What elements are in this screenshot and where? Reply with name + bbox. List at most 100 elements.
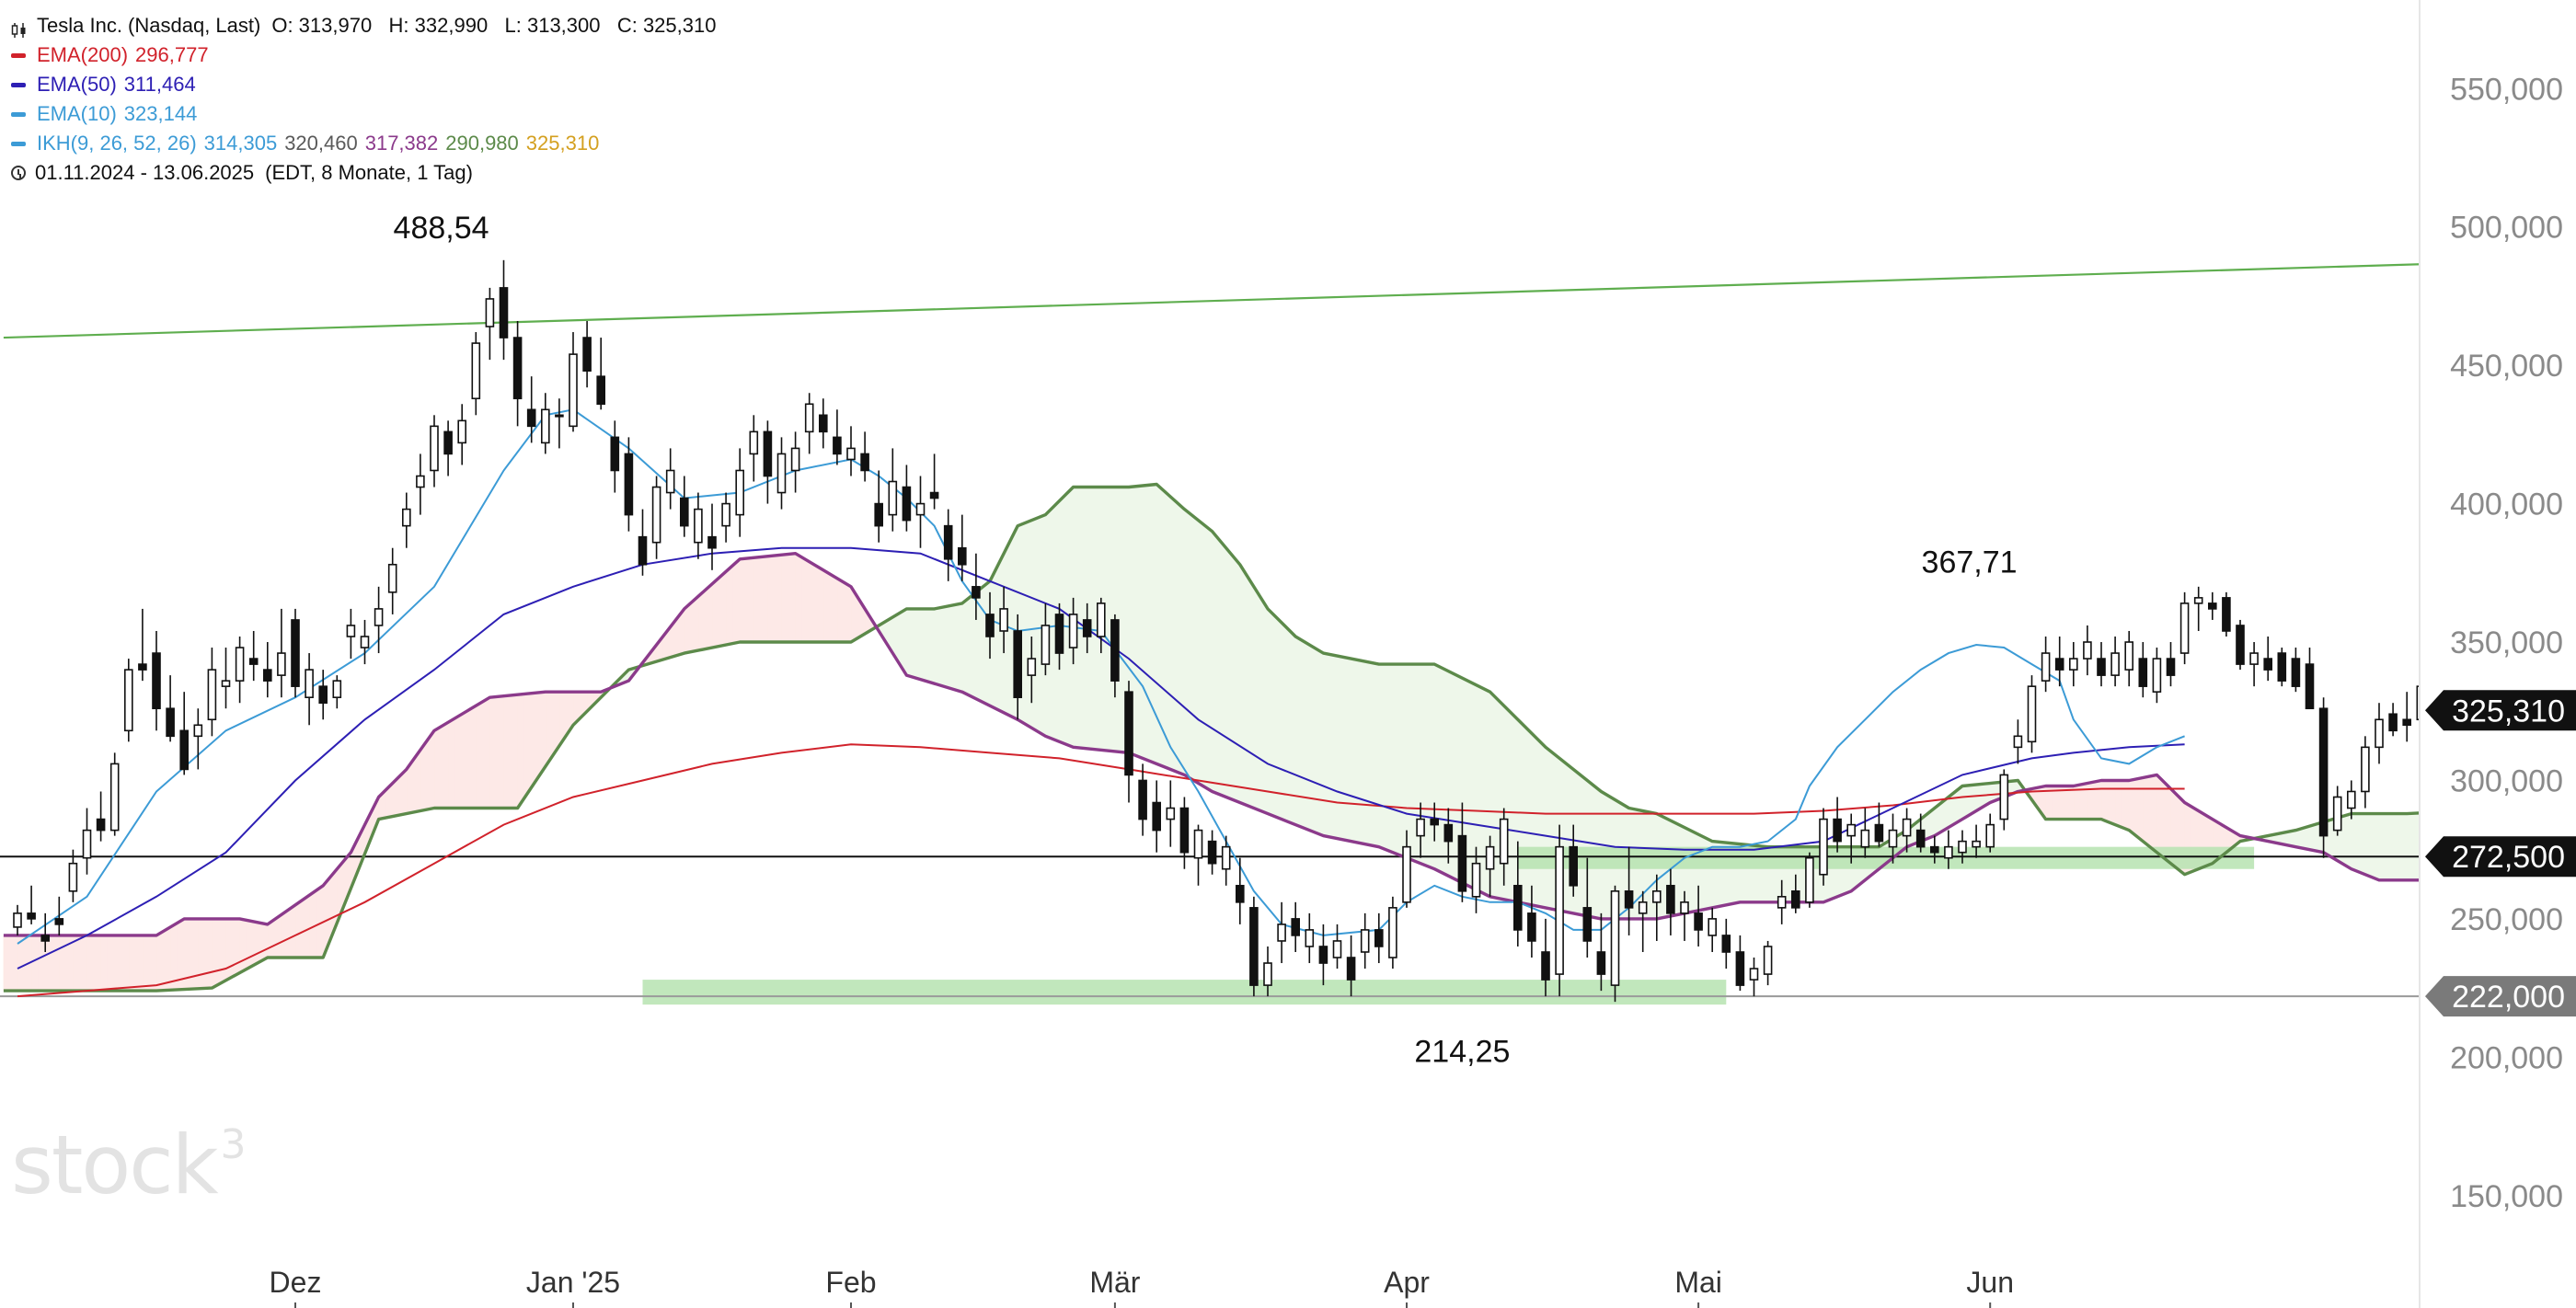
price-label-tag[interactable]: 325,310 <box>2425 690 2576 731</box>
candle[interactable] <box>776 437 787 510</box>
candle[interactable] <box>694 492 703 559</box>
candle[interactable] <box>1874 802 1884 847</box>
ichimoku-span-a-line[interactable] <box>3 482 2463 992</box>
candle[interactable] <box>2138 642 2148 698</box>
candle[interactable] <box>1499 808 1509 886</box>
candle[interactable] <box>2277 648 2287 687</box>
candle[interactable] <box>1833 797 1842 853</box>
candle[interactable] <box>1694 885 1703 947</box>
candle[interactable] <box>1124 681 1133 803</box>
candle[interactable] <box>2347 780 2356 820</box>
candles[interactable] <box>13 259 2467 1003</box>
candle[interactable] <box>846 426 856 476</box>
candle[interactable] <box>1805 852 1814 908</box>
candle[interactable] <box>638 509 648 576</box>
candle[interactable] <box>248 630 259 682</box>
candle[interactable] <box>915 476 926 548</box>
candle[interactable] <box>1360 912 1370 970</box>
candle[interactable] <box>277 608 286 698</box>
legend-ema50[interactable]: EMA(50) 311,464 <box>11 70 716 99</box>
candle[interactable] <box>1527 885 1536 958</box>
candle[interactable] <box>526 376 536 443</box>
candle[interactable] <box>179 692 189 775</box>
candle[interactable] <box>1068 597 1078 665</box>
resistance-trend-line[interactable] <box>3 261 2463 339</box>
candle[interactable] <box>346 608 356 660</box>
candle[interactable] <box>1930 835 1939 864</box>
candle[interactable] <box>416 453 425 515</box>
candle[interactable] <box>2124 630 2133 687</box>
candle[interactable] <box>763 420 773 504</box>
candle[interactable] <box>665 448 675 510</box>
candle[interactable] <box>387 547 397 614</box>
candle[interactable] <box>1332 924 1342 970</box>
candle[interactable] <box>332 675 342 709</box>
candle[interactable] <box>1152 780 1161 853</box>
legend-ema200[interactable]: EMA(200) 296,777 <box>11 40 716 70</box>
candle[interactable] <box>2402 692 2411 742</box>
candle[interactable] <box>569 332 578 432</box>
candle[interactable] <box>1541 918 1550 997</box>
candle[interactable] <box>235 637 245 704</box>
candle[interactable] <box>152 630 161 731</box>
candle[interactable] <box>1110 614 1120 698</box>
candle[interactable] <box>679 476 689 537</box>
candle[interactable] <box>2236 619 2245 671</box>
candle[interactable] <box>902 465 912 532</box>
candle[interactable] <box>1610 885 1620 1003</box>
candle[interactable] <box>1221 835 1231 886</box>
candle[interactable] <box>1596 912 1606 992</box>
candle[interactable] <box>207 648 217 737</box>
candle[interactable] <box>721 492 730 543</box>
candle[interactable] <box>1471 846 1481 913</box>
candle[interactable] <box>1652 874 1662 941</box>
candle[interactable] <box>624 437 634 532</box>
candle[interactable] <box>2332 786 2342 836</box>
candle[interactable] <box>610 420 620 493</box>
candle[interactable] <box>1944 830 1953 869</box>
candle[interactable] <box>929 453 939 510</box>
candle[interactable] <box>540 393 550 454</box>
candle[interactable] <box>1708 907 1717 952</box>
candle[interactable] <box>2193 586 2203 631</box>
candle[interactable] <box>360 619 370 665</box>
candle[interactable] <box>1569 824 1578 897</box>
candle[interactable] <box>1819 808 1828 886</box>
ema200-line[interactable] <box>17 743 2185 998</box>
ichimoku-span-b-line[interactable] <box>3 552 2463 937</box>
candle[interactable] <box>13 904 22 935</box>
candle[interactable] <box>2318 697 2329 858</box>
candle[interactable] <box>1041 602 1051 676</box>
candle[interactable] <box>1791 874 1800 913</box>
candle[interactable] <box>318 670 328 720</box>
candle[interactable] <box>749 415 759 482</box>
candle[interactable] <box>2208 591 2217 620</box>
candle[interactable] <box>2013 719 2023 764</box>
candle[interactable] <box>471 332 481 416</box>
candle[interactable] <box>1318 924 1328 986</box>
candle[interactable] <box>1388 896 1397 970</box>
candle[interactable] <box>1179 797 1190 869</box>
candle[interactable] <box>193 708 203 770</box>
candle[interactable] <box>430 415 439 488</box>
candle[interactable] <box>1305 912 1315 964</box>
candle[interactable] <box>1277 901 1286 964</box>
candle[interactable] <box>40 912 51 952</box>
candle[interactable] <box>1374 912 1384 964</box>
candle[interactable] <box>1680 890 1689 941</box>
candle[interactable] <box>1735 935 1745 992</box>
legend-ichimoku[interactable]: IKH(9, 26, 52, 26) 314,305 320,460 317,3… <box>11 129 716 158</box>
candle[interactable] <box>2222 591 2231 637</box>
candle[interactable] <box>1721 918 1731 970</box>
candle[interactable] <box>138 608 147 682</box>
candle[interactable] <box>27 885 36 924</box>
candle[interactable] <box>499 259 509 361</box>
candle[interactable] <box>1624 846 1634 935</box>
candle[interactable] <box>999 586 1008 654</box>
candle[interactable] <box>790 431 800 493</box>
candle[interactable] <box>262 642 272 698</box>
candle[interactable] <box>2263 637 2272 682</box>
candle[interactable] <box>860 431 869 482</box>
candle[interactable] <box>1402 830 1411 908</box>
